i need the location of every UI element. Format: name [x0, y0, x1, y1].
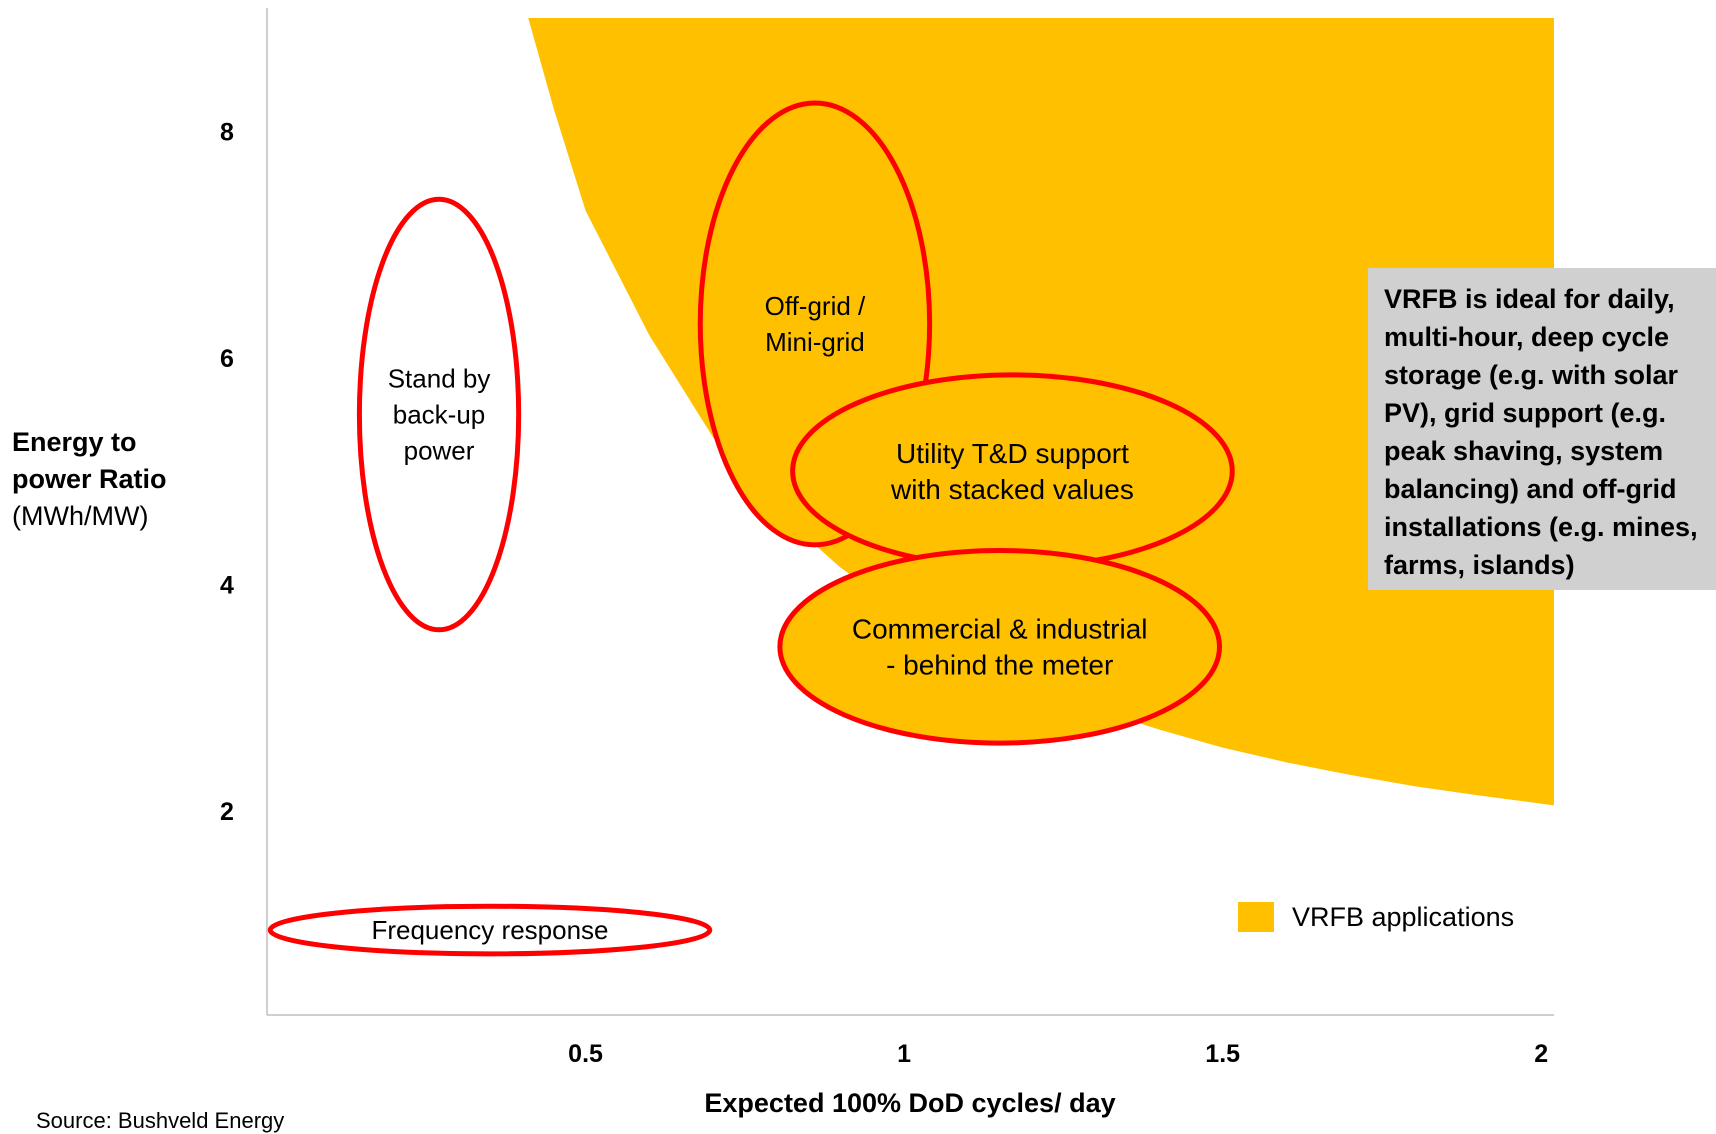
legend-swatch-vrfb [1238, 902, 1274, 932]
y-axis-title-bold: Energy to power Ratio [12, 427, 167, 494]
x-tick-label: 0.5 [568, 1040, 603, 1068]
y-tick-label: 2 [220, 798, 234, 826]
application-label: Mini-grid [765, 327, 865, 357]
application-label: power [404, 436, 475, 466]
application-ellipse [777, 547, 1223, 746]
application-label: Off-grid / [765, 291, 866, 321]
x-axis-title: Expected 100% DoD cycles/ day [704, 1088, 1116, 1118]
vrfb-callout-box: VRFB is ideal for daily, multi-hour, dee… [1368, 268, 1716, 590]
y-axis-title-unit: (MWh/MW) [12, 501, 149, 531]
application-ellipse [790, 372, 1235, 570]
x-tick-label: 1 [897, 1040, 911, 1068]
application-label: Stand by [388, 364, 491, 394]
application-label: Frequency response [371, 915, 608, 945]
application-label: - behind the meter [886, 650, 1113, 681]
legend-label-vrfb: VRFB applications [1292, 901, 1515, 932]
source-note: Source: Bushveld Energy [36, 1108, 285, 1133]
application-label: back-up [393, 400, 486, 430]
x-tick-label: 1.5 [1205, 1040, 1240, 1068]
application-label: with stacked values [890, 474, 1134, 505]
application-ellipse [356, 196, 522, 633]
application-label: Utility T&D support [896, 438, 1129, 469]
legend: VRFB applications [1238, 897, 1514, 937]
application-label: Commercial & industrial [852, 614, 1148, 645]
x-tick-label: 2 [1534, 1040, 1548, 1068]
y-axis-title: Energy to power Ratio (MWh/MW) [12, 424, 212, 535]
y-tick-label: 8 [220, 118, 234, 146]
y-tick-label: 4 [220, 571, 234, 599]
y-tick-label: 6 [220, 345, 234, 373]
application-ellipse [267, 903, 713, 957]
